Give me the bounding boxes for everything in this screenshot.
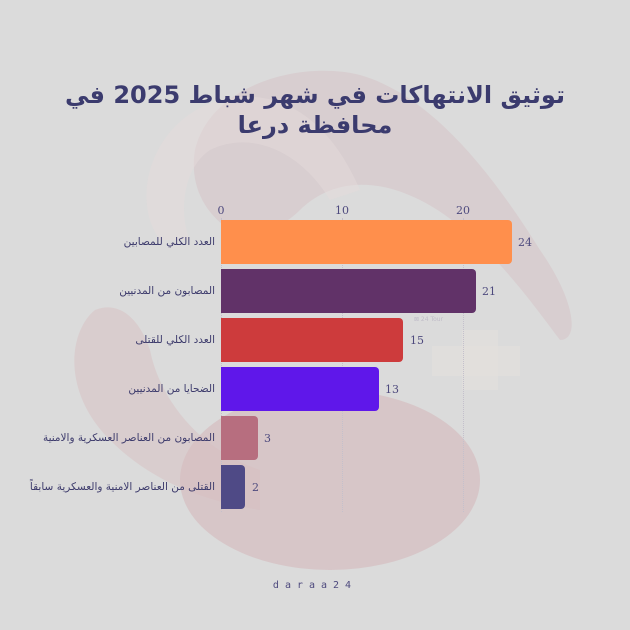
source-footer: daraa24 [272, 580, 358, 591]
bar-label: المصابون من العناصر العسكرية والامنية [42, 432, 215, 444]
bar-former-military-killed[interactable] [221, 465, 245, 509]
bar-label: المصابون من المدنيين [119, 285, 215, 297]
bar-value: 24 [518, 235, 532, 249]
bar-civilian-victims[interactable] [221, 367, 379, 411]
chart-title: توثيق الانتهاكات في شهر شباط 2025 في محا… [65, 81, 565, 139]
bar-label: العدد الكلي للمصابين [123, 236, 215, 248]
bar-value: 13 [385, 382, 399, 396]
bar-value: 3 [264, 431, 271, 445]
bar-value: 21 [482, 284, 496, 298]
watermark: ⊠ 24 Tour [414, 316, 444, 323]
gridline-10 [342, 218, 343, 512]
bar-row: العدد الكلي للمصابين 24 [0, 220, 630, 264]
x-axis-tick-20: 20 [456, 204, 470, 217]
x-axis-tick-0: 0 [217, 204, 225, 217]
bar-value: 15 [410, 333, 424, 347]
bar-label: القتلى من العناصر الامنية والعسكرية سابق… [29, 481, 215, 493]
bar-label: الضحايا من المدنيين [128, 383, 215, 395]
bar-row: المصابون من المدنيين 21 [0, 269, 630, 313]
bar-military-injured[interactable] [221, 416, 258, 460]
gridline-20 [463, 218, 464, 512]
bar-total-killed[interactable] [221, 318, 403, 362]
bar-total-injured[interactable] [221, 220, 512, 264]
bar-label: العدد الكلي للقتلى [135, 334, 215, 346]
bar-civilian-injured[interactable] [221, 269, 476, 313]
gridline-0 [221, 218, 222, 512]
x-axis-tick-10: 10 [335, 204, 349, 217]
bar-row: الضحايا من المدنيين 13 [0, 367, 630, 411]
bar-row: القتلى من العناصر الامنية والعسكرية سابق… [0, 465, 630, 509]
bar-row: المصابون من العناصر العسكرية والامنية 3 [0, 416, 630, 460]
bar-value: 2 [252, 480, 259, 494]
bar-row: العدد الكلي للقتلى 15 [0, 318, 630, 362]
